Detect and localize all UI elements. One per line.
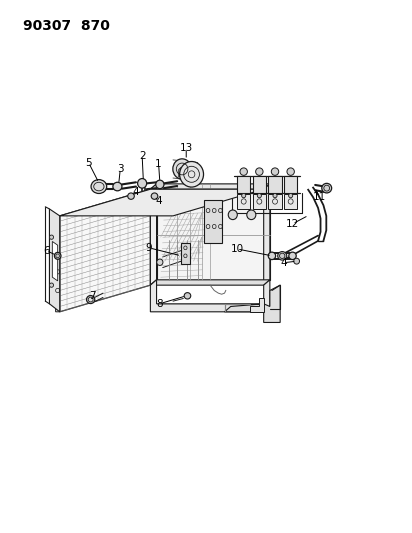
Polygon shape [52, 241, 58, 281]
Polygon shape [49, 209, 60, 312]
Bar [253, 194, 266, 209]
Text: 9: 9 [146, 243, 152, 253]
Ellipse shape [54, 253, 61, 259]
Text: 4: 4 [155, 197, 162, 206]
Ellipse shape [240, 168, 247, 175]
Polygon shape [150, 184, 157, 285]
Ellipse shape [49, 235, 54, 239]
Text: 1: 1 [155, 159, 162, 169]
Polygon shape [157, 184, 270, 280]
Polygon shape [179, 167, 181, 177]
Ellipse shape [271, 168, 279, 175]
Text: 2: 2 [139, 151, 145, 160]
Bar [268, 194, 282, 209]
Ellipse shape [247, 210, 256, 220]
Polygon shape [150, 280, 270, 285]
Ellipse shape [257, 193, 261, 198]
Text: 3: 3 [117, 164, 124, 174]
Bar [204, 200, 222, 243]
Text: 11: 11 [313, 192, 326, 202]
Ellipse shape [322, 183, 332, 193]
Bar [284, 194, 297, 209]
Ellipse shape [156, 180, 164, 189]
Ellipse shape [91, 180, 107, 193]
Polygon shape [56, 216, 60, 312]
Ellipse shape [173, 159, 191, 179]
Ellipse shape [184, 293, 191, 299]
Bar [253, 176, 266, 193]
Bar [181, 243, 190, 264]
Ellipse shape [278, 252, 287, 260]
Ellipse shape [180, 161, 204, 187]
Text: 10: 10 [230, 244, 243, 254]
Ellipse shape [138, 179, 147, 188]
Ellipse shape [128, 193, 134, 199]
Ellipse shape [288, 193, 293, 198]
Text: 13: 13 [180, 143, 193, 153]
Text: 5: 5 [85, 158, 92, 167]
Ellipse shape [49, 283, 54, 287]
Ellipse shape [255, 168, 263, 175]
Ellipse shape [287, 168, 294, 175]
Ellipse shape [289, 252, 296, 260]
Ellipse shape [113, 182, 122, 191]
Polygon shape [150, 280, 270, 312]
Bar [237, 194, 250, 209]
Text: 4: 4 [280, 258, 287, 268]
Ellipse shape [228, 210, 237, 220]
Text: 4: 4 [133, 187, 139, 197]
Text: 8: 8 [156, 299, 163, 309]
Polygon shape [225, 285, 280, 322]
Text: 12: 12 [286, 219, 299, 229]
Text: 7: 7 [89, 291, 96, 301]
Polygon shape [60, 189, 264, 216]
Polygon shape [250, 298, 264, 312]
Polygon shape [60, 189, 150, 312]
Bar [237, 176, 250, 193]
Ellipse shape [273, 193, 277, 198]
Ellipse shape [55, 253, 60, 259]
Polygon shape [264, 184, 270, 285]
Text: 90307  870: 90307 870 [23, 19, 110, 33]
Polygon shape [150, 184, 270, 189]
Ellipse shape [151, 193, 158, 199]
Text: 6: 6 [43, 246, 49, 255]
Ellipse shape [157, 259, 163, 265]
Ellipse shape [87, 295, 95, 304]
Ellipse shape [294, 259, 300, 264]
Ellipse shape [241, 193, 246, 198]
Bar [284, 176, 297, 193]
Bar [268, 176, 282, 193]
Ellipse shape [268, 252, 276, 260]
